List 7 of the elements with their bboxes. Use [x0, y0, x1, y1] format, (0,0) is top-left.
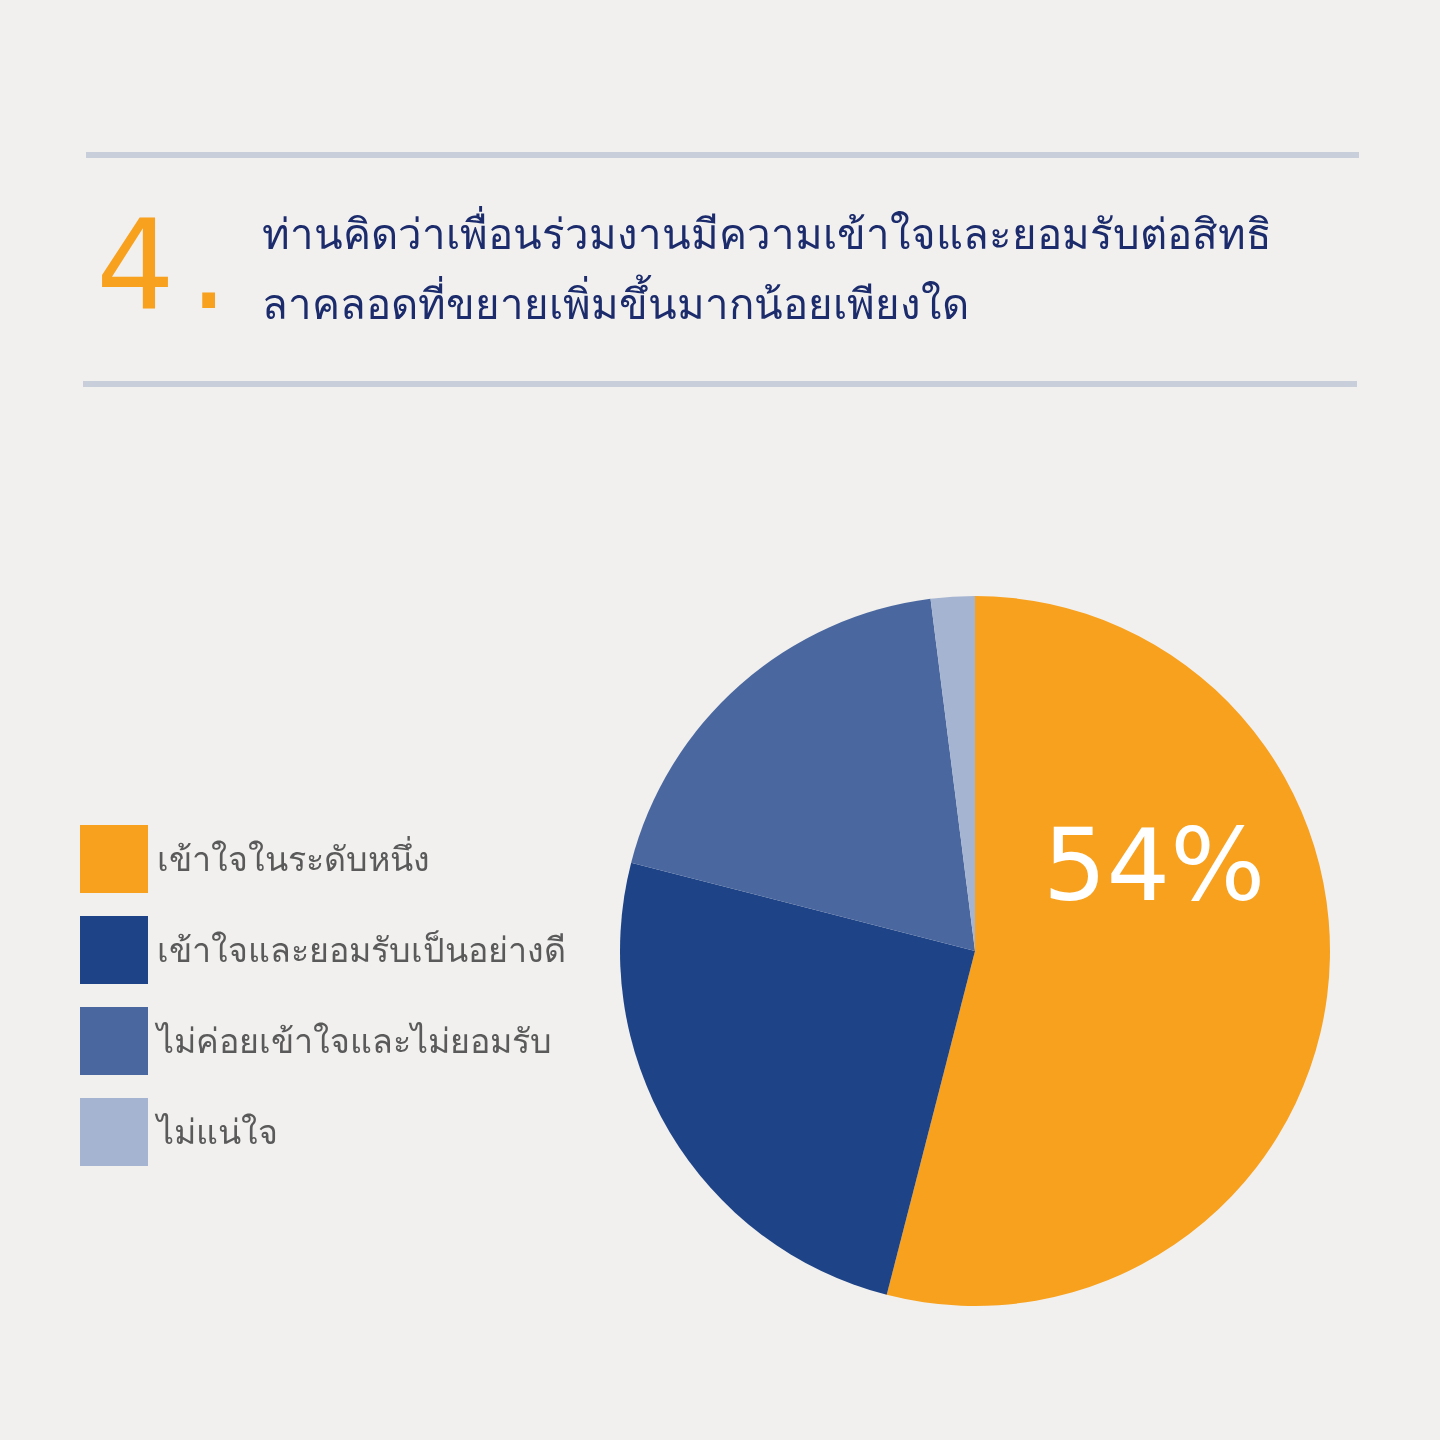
data-label: 54%: [1042, 807, 1266, 925]
legend-label: เข้าใจในระดับหนึ่ง: [157, 836, 430, 879]
legend-label: ไม่ค่อยเข้าใจและไม่ยอมรับ: [154, 1021, 552, 1061]
chart-title: ท่านคิดว่าเพื่อนร่วมงานมีความเข้าใจและยอมรับต่อสิทธิลาคลอดที่ขยายเพิ่มขึ้นมากน้อยเพียงใด: [262, 205, 1273, 331]
legend-label: ไม่แน่ใจ: [154, 1112, 278, 1152]
text: 4.: [96, 192, 243, 339]
legend-label: เข้าใจและยอมรับเป็นอย่างดี: [157, 930, 566, 970]
